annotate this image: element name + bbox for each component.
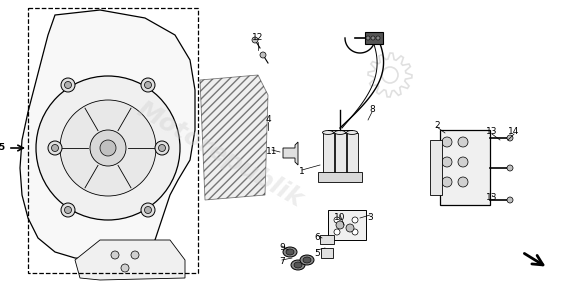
- Text: 9: 9: [279, 244, 285, 253]
- Circle shape: [61, 203, 75, 217]
- Circle shape: [442, 157, 452, 167]
- Text: 11: 11: [266, 147, 278, 157]
- Circle shape: [376, 36, 380, 40]
- Circle shape: [382, 67, 398, 83]
- Bar: [335, 132, 346, 177]
- Bar: [328, 210, 366, 240]
- Text: E-5: E-5: [0, 144, 5, 153]
- Bar: [28, 8, 198, 273]
- Circle shape: [260, 52, 266, 58]
- Bar: [440, 130, 490, 205]
- Polygon shape: [200, 75, 268, 200]
- Text: 13: 13: [486, 127, 498, 136]
- Circle shape: [507, 165, 513, 171]
- Circle shape: [100, 140, 116, 156]
- Circle shape: [155, 141, 169, 155]
- Text: 14: 14: [508, 127, 520, 136]
- Circle shape: [131, 251, 139, 259]
- Text: 12: 12: [253, 34, 264, 42]
- Circle shape: [141, 203, 155, 217]
- Polygon shape: [283, 142, 298, 165]
- Circle shape: [141, 78, 155, 92]
- Bar: [318, 172, 362, 182]
- Circle shape: [90, 130, 126, 166]
- FancyBboxPatch shape: [365, 32, 383, 44]
- Circle shape: [60, 100, 156, 196]
- Circle shape: [144, 207, 151, 214]
- Circle shape: [352, 217, 358, 223]
- Circle shape: [48, 141, 62, 155]
- Ellipse shape: [323, 176, 334, 179]
- Circle shape: [36, 76, 180, 220]
- Circle shape: [442, 177, 452, 187]
- Ellipse shape: [286, 249, 294, 255]
- Circle shape: [158, 144, 165, 151]
- Circle shape: [144, 81, 151, 88]
- Ellipse shape: [346, 131, 358, 134]
- Circle shape: [458, 177, 468, 187]
- Circle shape: [458, 137, 468, 147]
- Circle shape: [442, 137, 452, 147]
- Bar: [346, 132, 358, 177]
- Text: Motorepublik: Motorepublik: [132, 98, 307, 212]
- Text: 2: 2: [434, 121, 440, 129]
- Ellipse shape: [346, 176, 358, 179]
- Circle shape: [336, 221, 344, 229]
- Bar: [323, 132, 334, 177]
- Bar: [320, 235, 334, 244]
- Circle shape: [121, 264, 129, 272]
- Text: 7: 7: [279, 257, 285, 266]
- Circle shape: [65, 81, 72, 88]
- Circle shape: [252, 37, 258, 43]
- Circle shape: [111, 251, 119, 259]
- Text: 1: 1: [299, 168, 305, 177]
- Ellipse shape: [303, 257, 311, 263]
- Bar: [321, 248, 333, 258]
- Circle shape: [334, 229, 340, 235]
- Ellipse shape: [294, 262, 302, 268]
- Circle shape: [346, 224, 354, 232]
- Circle shape: [458, 157, 468, 167]
- Text: 3: 3: [367, 214, 373, 223]
- Circle shape: [352, 229, 358, 235]
- Circle shape: [61, 78, 75, 92]
- Ellipse shape: [323, 131, 334, 134]
- Circle shape: [507, 135, 513, 141]
- Circle shape: [65, 207, 72, 214]
- Text: 10: 10: [334, 214, 346, 223]
- Text: 5: 5: [314, 249, 320, 257]
- Polygon shape: [368, 53, 412, 97]
- Ellipse shape: [300, 255, 314, 265]
- Text: 8: 8: [369, 105, 375, 114]
- Polygon shape: [75, 240, 185, 280]
- Bar: [430, 140, 442, 195]
- Ellipse shape: [283, 247, 297, 257]
- Circle shape: [507, 197, 513, 203]
- Ellipse shape: [335, 176, 346, 179]
- Circle shape: [366, 36, 370, 40]
- Text: 13: 13: [486, 194, 498, 203]
- Text: 6: 6: [314, 234, 320, 242]
- Ellipse shape: [335, 131, 346, 134]
- Ellipse shape: [291, 260, 305, 270]
- Polygon shape: [20, 10, 195, 260]
- Text: 4: 4: [265, 116, 271, 125]
- Circle shape: [334, 217, 340, 223]
- Circle shape: [371, 36, 375, 40]
- Circle shape: [51, 144, 58, 151]
